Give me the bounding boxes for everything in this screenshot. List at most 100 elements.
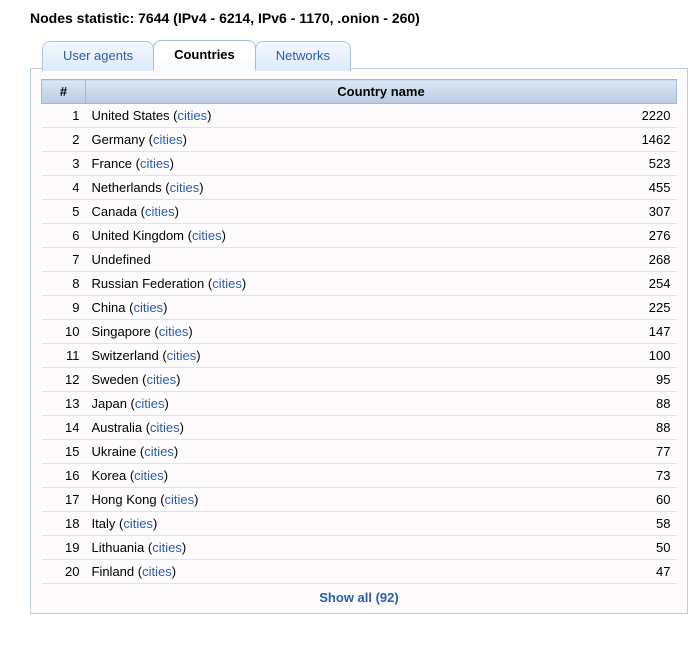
- cities-link[interactable]: cities: [135, 396, 165, 411]
- cell-count: 77: [617, 440, 677, 464]
- paren-close: ): [174, 444, 178, 459]
- paren-close: ): [163, 300, 167, 315]
- cell-count: 60: [617, 488, 677, 512]
- cities-link[interactable]: cities: [212, 276, 242, 291]
- cell-rank: 6: [42, 224, 86, 248]
- cities-link[interactable]: cities: [134, 468, 164, 483]
- show-all-link[interactable]: Show all (92): [41, 584, 677, 607]
- cell-country-name: Sweden (cities): [86, 368, 617, 392]
- cell-country-name: Italy (cities): [86, 512, 617, 536]
- table-row: 18Italy (cities)58: [42, 512, 677, 536]
- cities-link[interactable]: cities: [170, 180, 200, 195]
- table-row: 14Australia (cities)88: [42, 416, 677, 440]
- tab-user-agents[interactable]: User agents: [42, 41, 154, 71]
- table-row: 6United Kingdom (cities)276: [42, 224, 677, 248]
- table-row: 20Finland (cities)47: [42, 560, 677, 584]
- cities-link[interactable]: cities: [140, 156, 170, 171]
- cities-link[interactable]: cities: [165, 492, 195, 507]
- cell-rank: 10: [42, 320, 86, 344]
- paren-close: ): [153, 516, 157, 531]
- table-row: 1United States (cities)2220: [42, 104, 677, 128]
- cell-country-name: United States (cities): [86, 104, 617, 128]
- cell-rank: 12: [42, 368, 86, 392]
- country-name-text: Lithuania: [92, 540, 145, 555]
- cell-country-name: Finland (cities): [86, 560, 617, 584]
- cities-link[interactable]: cities: [152, 540, 182, 555]
- table-row: 11Switzerland (cities)100: [42, 344, 677, 368]
- cities-link[interactable]: cities: [159, 324, 189, 339]
- paren-close: ): [242, 276, 246, 291]
- cell-country-name: Korea (cities): [86, 464, 617, 488]
- cell-country-name: Netherlands (cities): [86, 176, 617, 200]
- cell-country-name: United Kingdom (cities): [86, 224, 617, 248]
- country-name-text: Undefined: [92, 252, 151, 267]
- table-row: 19Lithuania (cities)50: [42, 536, 677, 560]
- country-name-text: United Kingdom: [92, 228, 185, 243]
- paren-close: ): [188, 324, 192, 339]
- cell-country-name: Japan (cities): [86, 392, 617, 416]
- country-name-text: Japan: [92, 396, 127, 411]
- country-name-text: Australia: [92, 420, 143, 435]
- cell-country-name: Canada (cities): [86, 200, 617, 224]
- cell-rank: 19: [42, 536, 86, 560]
- paren-close: ): [165, 396, 169, 411]
- cell-country-name: Lithuania (cities): [86, 536, 617, 560]
- cell-country-name: China (cities): [86, 296, 617, 320]
- paren-close: ): [196, 348, 200, 363]
- cell-count: 523: [617, 152, 677, 176]
- country-name-text: China: [92, 300, 126, 315]
- paren-close: ): [199, 180, 203, 195]
- cities-link[interactable]: cities: [142, 564, 172, 579]
- table-row: 3France (cities)523: [42, 152, 677, 176]
- cities-link[interactable]: cities: [153, 132, 183, 147]
- cities-link[interactable]: cities: [144, 444, 174, 459]
- tab-networks[interactable]: Networks: [255, 41, 351, 71]
- table-row: 7Undefined268: [42, 248, 677, 272]
- cell-count: 2220: [617, 104, 677, 128]
- country-name-text: Ukraine: [92, 444, 137, 459]
- cities-link[interactable]: cities: [146, 372, 176, 387]
- cell-count: 268: [617, 248, 677, 272]
- cell-rank: 13: [42, 392, 86, 416]
- cities-link[interactable]: cities: [192, 228, 222, 243]
- country-name-text: Korea: [92, 468, 127, 483]
- cell-rank: 20: [42, 560, 86, 584]
- cell-rank: 15: [42, 440, 86, 464]
- cell-rank: 5: [42, 200, 86, 224]
- cell-count: 100: [617, 344, 677, 368]
- cell-count: 1462: [617, 128, 677, 152]
- table-row: 4Netherlands (cities)455: [42, 176, 677, 200]
- country-name-text: Switzerland: [92, 348, 159, 363]
- paren-close: ): [183, 132, 187, 147]
- paren-close: ): [176, 372, 180, 387]
- cities-link[interactable]: cities: [145, 204, 175, 219]
- country-name-text: Finland: [92, 564, 135, 579]
- country-name-text: United States: [92, 108, 170, 123]
- cell-count: 73: [617, 464, 677, 488]
- cell-rank: 2: [42, 128, 86, 152]
- cities-link[interactable]: cities: [167, 348, 197, 363]
- table-row: 15Ukraine (cities)77: [42, 440, 677, 464]
- cell-rank: 4: [42, 176, 86, 200]
- cell-country-name: France (cities): [86, 152, 617, 176]
- table-row: 16Korea (cities)73: [42, 464, 677, 488]
- cell-country-name: Ukraine (cities): [86, 440, 617, 464]
- cell-rank: 9: [42, 296, 86, 320]
- paren-close: ): [182, 540, 186, 555]
- cities-link[interactable]: cities: [150, 420, 180, 435]
- cell-country-name: Australia (cities): [86, 416, 617, 440]
- cities-link[interactable]: cities: [178, 108, 208, 123]
- paren-close: ): [164, 468, 168, 483]
- cities-link[interactable]: cities: [133, 300, 163, 315]
- cities-link[interactable]: cities: [123, 516, 153, 531]
- cell-rank: 18: [42, 512, 86, 536]
- country-name-text: Hong Kong: [92, 492, 157, 507]
- country-name-text: Germany: [92, 132, 145, 147]
- tab-countries[interactable]: Countries: [153, 40, 256, 70]
- country-name-text: Sweden: [92, 372, 139, 387]
- countries-table: # Country name 1United States (cities)22…: [41, 79, 677, 584]
- paren-close: ): [194, 492, 198, 507]
- country-name-text: Russian Federation: [92, 276, 205, 291]
- cell-country-name: Russian Federation (cities): [86, 272, 617, 296]
- cell-count: 307: [617, 200, 677, 224]
